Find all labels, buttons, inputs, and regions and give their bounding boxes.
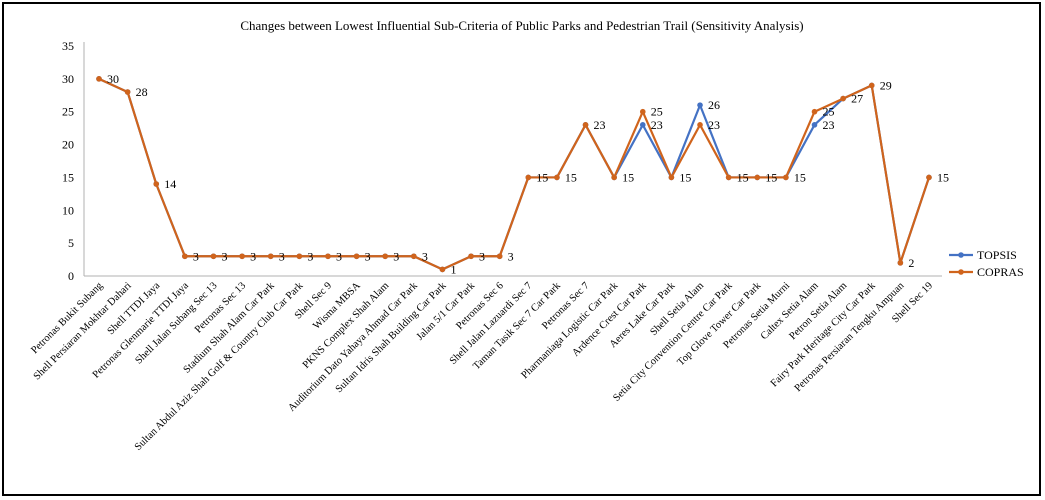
legend-label-topsis: TOPSIS [977, 248, 1017, 262]
data-point-copras [239, 253, 245, 260]
data-label: 15 [679, 170, 691, 184]
legend-label-copras: COPRAS [977, 265, 1024, 279]
y-tick-label: 15 [62, 170, 74, 184]
data-point-copras [182, 253, 188, 260]
data-label: 15 [765, 170, 777, 184]
data-point-copras [582, 122, 589, 128]
data-label: 23 [823, 118, 835, 132]
data-point-copras [840, 95, 846, 102]
data-label: 28 [136, 85, 148, 99]
data-label: 3 [508, 249, 514, 263]
data-point-copras [353, 253, 360, 260]
y-tick-label: 5 [68, 236, 74, 250]
data-label: 25 [651, 105, 663, 119]
data-label: 3 [193, 249, 199, 263]
data-label: 3 [221, 249, 227, 263]
data-point-copras [525, 174, 532, 181]
data-label: 3 [365, 249, 371, 263]
data-point-copras [382, 253, 389, 260]
data-point-copras [668, 174, 675, 181]
data-point-copras [153, 181, 160, 187]
y-tick-label: 35 [62, 39, 74, 53]
data-label: 15 [737, 170, 749, 184]
data-label: 23 [651, 118, 663, 132]
data-label: 3 [393, 249, 399, 263]
data-point-topsis [697, 102, 703, 108]
x-tick-label: Fairy Park Heritage City Car Park [769, 280, 879, 390]
data-label: 3 [479, 249, 485, 263]
data-label: 15 [937, 170, 949, 184]
data-point-copras [439, 266, 446, 273]
data-point-topsis [811, 122, 818, 128]
series-layer [96, 76, 932, 273]
data-label: 14 [164, 177, 176, 191]
data-point-copras [496, 253, 503, 260]
data-point-copras [554, 174, 560, 181]
data-point-copras [296, 253, 303, 260]
y-tick-label: 30 [62, 72, 74, 86]
data-point-topsis [639, 122, 646, 128]
data-point-copras [611, 174, 617, 181]
data-point-copras [754, 174, 761, 181]
data-label: 3 [250, 249, 256, 263]
data-label: 25 [823, 105, 835, 119]
data-label: 3 [336, 249, 342, 263]
data-point-copras [411, 253, 417, 260]
data-point-copras [210, 253, 217, 260]
data-point-copras [267, 253, 274, 260]
data-point-copras [697, 122, 703, 128]
data-label: 30 [107, 72, 119, 86]
y-tick-label: 10 [62, 203, 74, 217]
data-label: 15 [565, 170, 577, 184]
data-label: 23 [708, 118, 720, 132]
data-point-copras [926, 174, 932, 181]
y-tick-label: 20 [62, 138, 74, 152]
data-label: 2 [908, 256, 914, 270]
data-label: 27 [851, 92, 863, 106]
series-line-copras [98, 77, 931, 271]
x-tick-label: Petronas Sec 13 [193, 280, 248, 335]
data-label: 3 [307, 249, 313, 263]
y-tick-label: 0 [68, 269, 74, 283]
data-point-copras [783, 174, 789, 181]
legend-marker-copras [958, 269, 964, 275]
data-label: 1 [450, 262, 456, 276]
data-point-copras [868, 82, 875, 89]
data-point-copras [897, 260, 904, 266]
data-point-copras [639, 108, 646, 115]
data-label: 26 [708, 98, 720, 112]
data-point-copras [124, 89, 131, 95]
data-point-copras [725, 174, 732, 181]
y-tick-label: 25 [62, 105, 74, 119]
data-point-copras [468, 253, 474, 260]
data-point-copras [96, 76, 102, 82]
legend: TOPSIS COPRAS [949, 248, 1024, 279]
data-label: 15 [622, 170, 634, 184]
data-label: 3 [279, 249, 285, 263]
data-label: 29 [880, 78, 892, 92]
data-point-copras [811, 108, 818, 115]
data-label: 3 [422, 249, 428, 263]
legend-marker-topsis [958, 252, 964, 258]
data-point-copras [325, 253, 331, 260]
data-label: 23 [594, 118, 606, 132]
data-label: 15 [794, 170, 806, 184]
data-label: 15 [536, 170, 548, 184]
chart-title: Changes between Lowest Influential Sub-C… [240, 18, 803, 33]
